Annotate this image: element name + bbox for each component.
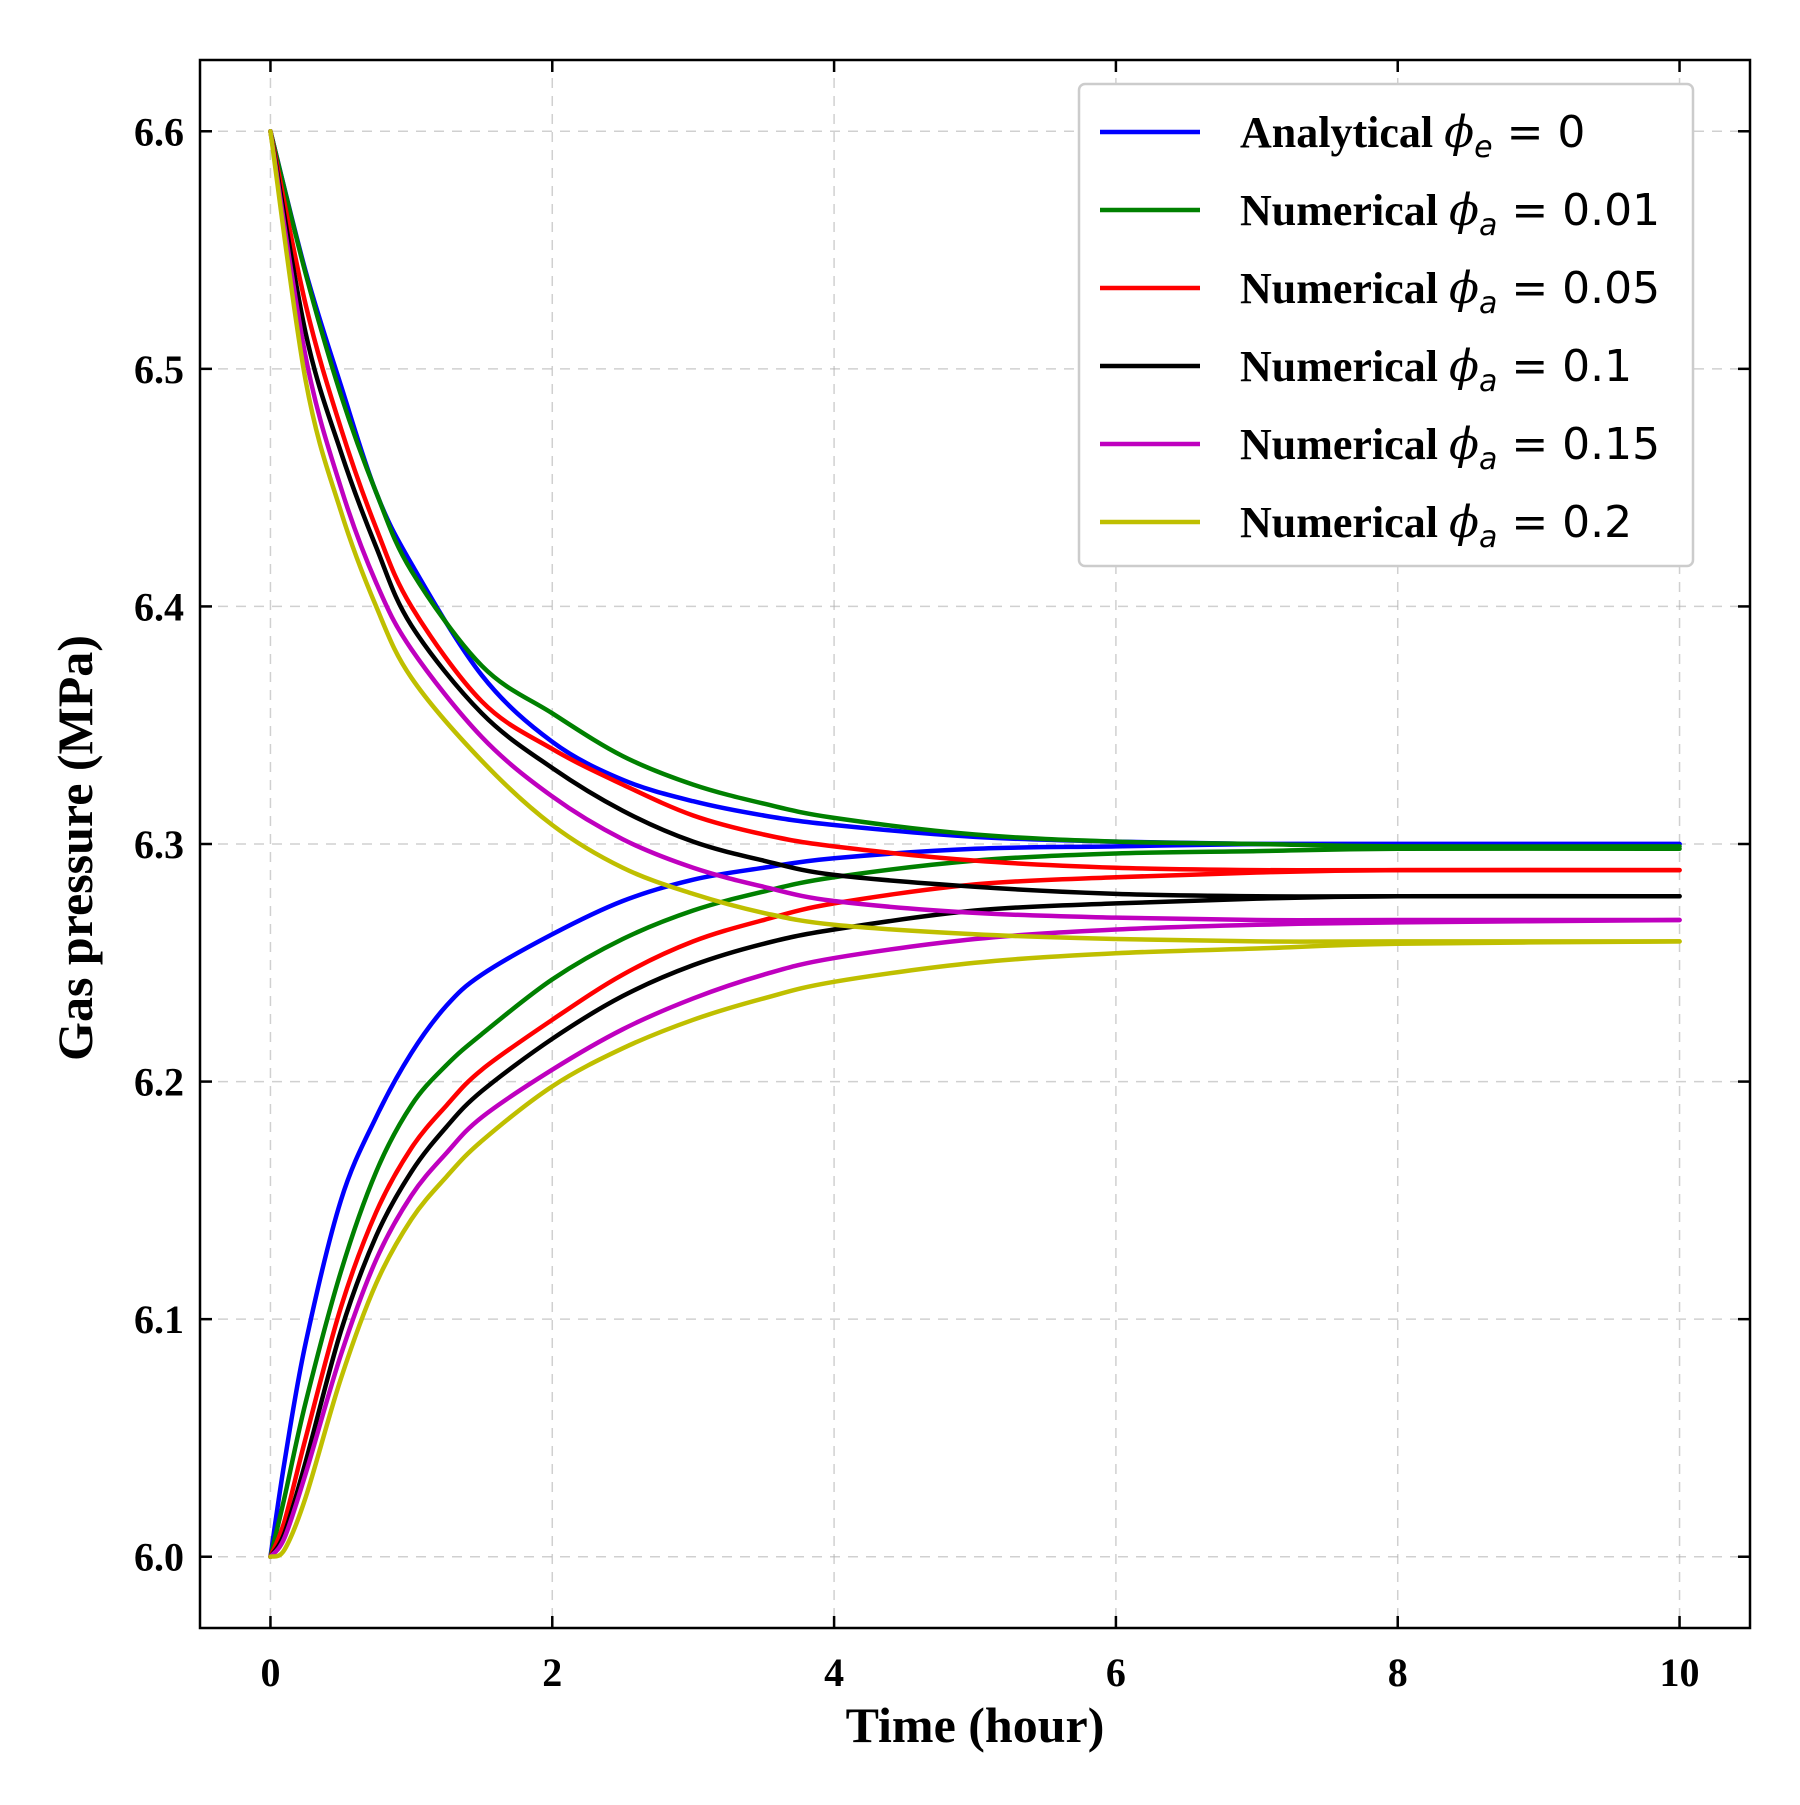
y-tick-label: 6.0 [134,1535,184,1580]
x-axis-label: Time (hour) [846,1697,1105,1753]
y-tick-label: 6.3 [134,822,184,867]
y-tick-label: 6.2 [134,1060,184,1105]
legend-label: Numerical ϕa = 0.2 [1240,497,1632,555]
x-tick-label: 2 [542,1650,562,1695]
series-line-5-decline [268,129,1682,923]
legend: Analytical ϕe = 0 Numerical ϕa = 0.01 Nume… [1077,82,1695,568]
y-tick-label: 6.6 [134,109,184,154]
series-line-4-decline [268,129,1682,899]
legend-label: Numerical ϕa = 0.1 [1240,341,1632,399]
series-line-2-decline [268,129,1682,849]
x-tick-label: 10 [1660,1650,1700,1695]
series-line-4-rise [268,893,1682,1559]
series-line-3-decline [268,129,1682,873]
x-tick-label: 4 [824,1650,844,1695]
y-tick-label: 6.5 [134,347,184,392]
legend-label: Analytical ϕe = 0 [1240,107,1585,165]
ticks: 0 2 4 6 8 10 6.0 6.1 6.2 6.3 6.4 6.5 6.6 [134,60,1750,1695]
legend-label: Numerical ϕa = 0.05 [1240,263,1660,321]
legend-label: Numerical ϕa = 0.01 [1240,185,1660,243]
x-tick-label: 0 [260,1650,280,1695]
y-tick-label: 6.1 [134,1297,184,1342]
y-axis-label: Gas pressure (MPa) [47,635,103,1061]
series-line-6-decline [268,129,1682,944]
series-line-6-rise [268,939,1682,1559]
legend-label: Numerical ϕa = 0.15 [1240,419,1660,477]
series-lines [268,129,1682,1559]
x-tick-label: 6 [1106,1650,1126,1695]
legend-box [1077,82,1695,568]
series-line-2-rise [268,846,1682,1559]
y-tick-label: 6.4 [134,584,184,629]
series-line-5-rise [268,917,1682,1559]
x-tick-label: 8 [1388,1650,1408,1695]
series-line-3-rise [268,867,1682,1559]
